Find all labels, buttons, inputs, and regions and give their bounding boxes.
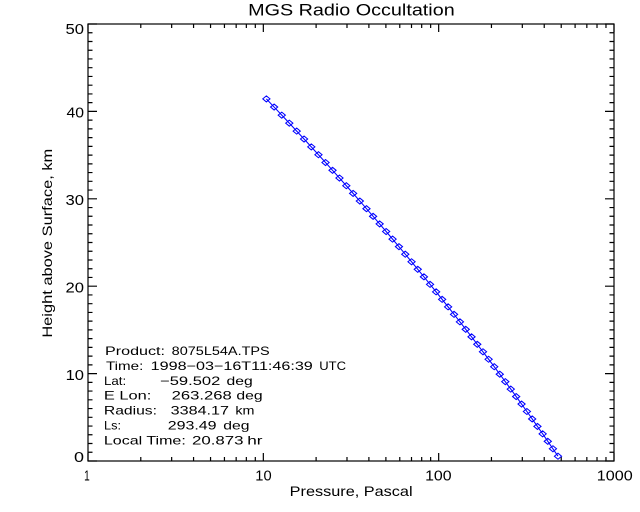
- svg-text:−59.502: −59.502: [160, 374, 221, 388]
- svg-text:E Lon:: E Lon:: [104, 389, 151, 403]
- svg-text:Ls:: Ls:: [104, 419, 121, 433]
- svg-text:0: 0: [74, 449, 84, 466]
- svg-text:Time:: Time:: [106, 359, 143, 373]
- svg-text:3384.17: 3384.17: [171, 404, 230, 418]
- svg-text:10: 10: [255, 468, 271, 485]
- svg-text:1000: 1000: [597, 468, 633, 485]
- svg-text:20: 20: [66, 280, 85, 297]
- svg-text:10: 10: [66, 367, 84, 384]
- svg-text:Local Time:: Local Time:: [104, 433, 186, 447]
- svg-text:deg: deg: [223, 419, 249, 433]
- svg-text:293.49: 293.49: [168, 419, 217, 433]
- svg-text:100: 100: [425, 468, 452, 485]
- svg-text:1: 1: [84, 468, 90, 485]
- svg-text:Product:: Product:: [105, 344, 165, 358]
- svg-text:263.268: 263.268: [172, 389, 233, 403]
- svg-text:30: 30: [66, 192, 85, 209]
- svg-text:Pressure, Pascal: Pressure, Pascal: [290, 483, 413, 499]
- svg-text:km: km: [235, 404, 254, 418]
- svg-text:50: 50: [66, 21, 85, 38]
- svg-text:deg: deg: [236, 389, 262, 403]
- svg-text:40: 40: [67, 104, 85, 121]
- svg-text:hr: hr: [247, 433, 262, 447]
- svg-text:8075L54A.TPS: 8075L54A.TPS: [172, 344, 270, 358]
- svg-text:Radius:: Radius:: [104, 404, 157, 418]
- svg-text:1998−03−16T11:46:39: 1998−03−16T11:46:39: [151, 359, 314, 373]
- svg-text:MGS Radio Occultation: MGS Radio Occultation: [248, 2, 455, 20]
- svg-text:deg: deg: [227, 374, 253, 388]
- svg-text:Height above Surface, km: Height above Surface, km: [39, 149, 55, 338]
- svg-text:UTC: UTC: [319, 359, 346, 373]
- svg-text:Lat:: Lat:: [104, 374, 126, 388]
- svg-text:20.873: 20.873: [192, 433, 244, 447]
